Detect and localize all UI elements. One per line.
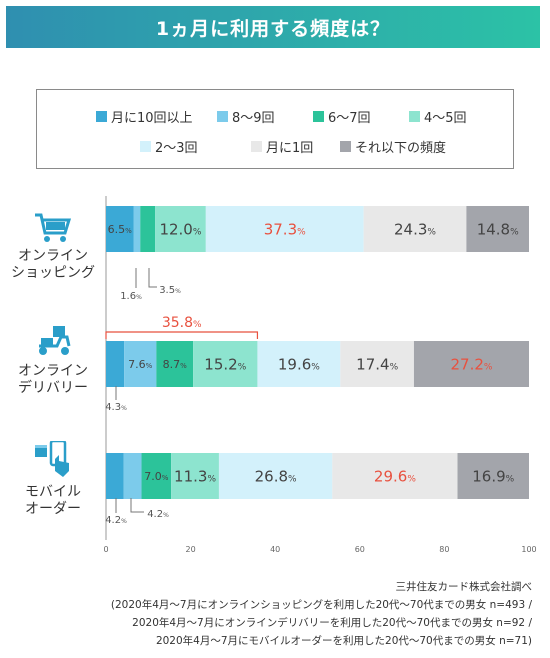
legend-item: 6〜7回	[313, 107, 371, 126]
legend-label: 月に1回	[266, 141, 314, 156]
legend-label: 6〜7回	[328, 111, 371, 126]
legend-swatch	[251, 141, 262, 152]
legend-item: 4〜5回	[409, 107, 467, 126]
legend-swatch	[96, 111, 107, 122]
bar-segment	[457, 453, 529, 499]
leader-line	[148, 268, 157, 288]
bar-segment	[124, 341, 157, 387]
row-label: オンライン ショッピング	[8, 248, 98, 282]
row-label-line: オンライン	[18, 363, 88, 379]
bracket-label: 35.8%	[162, 315, 202, 331]
legend-label: それ以下の頻度	[355, 141, 447, 156]
row-label: オンライン デリバリー	[8, 363, 98, 397]
data-label: 12.0%	[159, 220, 201, 238]
legend-item: 月に10回以上	[96, 107, 193, 126]
legend-item: それ以下の頻度	[340, 137, 446, 156]
legend-swatch	[409, 111, 420, 122]
mobile-order-icon	[33, 439, 73, 483]
bar-segment	[140, 206, 156, 252]
legend-label: 4〜5回	[424, 111, 467, 126]
legend-label: 8〜9回	[232, 111, 275, 126]
bar-segment	[257, 341, 341, 387]
bar-segment	[340, 341, 414, 387]
data-label: 4.2%	[105, 515, 127, 526]
source-line: 三井住友カード株式会社調べ	[395, 581, 533, 593]
data-label: 16.9%	[472, 467, 514, 485]
bar-segment	[155, 206, 206, 252]
data-label: 4.3%	[105, 402, 127, 413]
data-label: 27.2%	[450, 355, 492, 373]
legend-swatch	[140, 141, 151, 152]
legend-swatch	[217, 111, 228, 122]
bar-segment	[171, 453, 219, 499]
chart-title: 1ヵ月に利用する頻度は？	[6, 6, 540, 48]
bar-segment	[218, 453, 333, 499]
data-label: 3.5%	[159, 285, 181, 296]
x-tick-label: 20	[186, 545, 196, 554]
legend-item: 月に1回	[251, 137, 313, 156]
bar-segment	[141, 453, 172, 499]
data-label: 29.6%	[374, 467, 416, 485]
row-label: モバイル オーダー	[8, 484, 98, 518]
data-label: 8.7%	[163, 358, 188, 371]
row-label-line: オーダー	[25, 501, 81, 517]
legend: 月に10回以上 8〜9回 6〜7回 4〜5回 2〜3回 月に1回 それ以下の頻度	[36, 89, 514, 169]
data-label: 37.3%	[264, 220, 306, 238]
data-label: 26.8%	[255, 467, 297, 485]
delivery-scooter-icon	[33, 324, 73, 362]
x-tick-label: 80	[439, 545, 449, 554]
row-label-line: デリバリー	[18, 380, 88, 396]
data-label: 17.4%	[356, 355, 398, 373]
legend-item: 2〜3回	[140, 137, 198, 156]
row-label-line: オンライン	[18, 248, 88, 264]
data-label: 4.2%	[147, 509, 169, 520]
legend-swatch	[313, 111, 324, 122]
bar-segment	[413, 341, 529, 387]
bar-segment	[106, 206, 134, 252]
stacked-bar-chart: 0 20 40 60 80 100 6.5% 4.3% 4.2% 1.6% 7.6% 4.2% 3.5%…	[103, 196, 537, 554]
source-line: 2020年4月〜7月にモバイルオーダーを利用した20代〜70代までの男女 n=7…	[155, 635, 532, 647]
legend-item: 8〜9回	[217, 107, 275, 126]
leader-line	[130, 498, 144, 513]
bar-segment	[332, 453, 458, 499]
source-line: (2020年4月〜7月にオンラインショッピングを利用した20代〜70代までの男女…	[110, 599, 532, 611]
x-tick-label: 0	[103, 545, 108, 554]
data-label: 7.0%	[144, 470, 169, 483]
x-tick-label: 40	[270, 545, 280, 554]
source-line: 2020年4月〜7月にオンラインデリバリーを利用した20代〜70代までの男女 n…	[132, 617, 532, 629]
data-label: 1.6%	[120, 291, 142, 302]
x-tick-label: 60	[355, 545, 365, 554]
shopping-cart-icon	[33, 211, 73, 249]
bar-segment	[106, 453, 124, 499]
row-label-line: ショッピング	[11, 265, 95, 281]
data-label: 15.2%	[204, 355, 246, 373]
data-label: 6.5%	[108, 223, 133, 236]
bar-segment	[466, 206, 529, 252]
source-note: 三井住友カード株式会社調べ (2020年4月〜7月にオンラインショッピングを利用…	[111, 578, 532, 650]
bar-segment	[205, 206, 364, 252]
bracket-line	[105, 331, 259, 339]
data-label: 24.3%	[394, 220, 436, 238]
bar-segment	[156, 341, 194, 387]
data-label: 14.8%	[477, 220, 519, 238]
legend-label: 2〜3回	[155, 141, 198, 156]
data-label: 7.6%	[128, 358, 153, 371]
row-label-line: モバイル	[25, 484, 81, 500]
legend-swatch	[340, 141, 351, 152]
bar-segment	[133, 206, 141, 252]
data-label: 11.3%	[174, 467, 216, 485]
bar-segment	[106, 341, 125, 387]
bar-segment	[193, 341, 258, 387]
bar-segment	[363, 206, 467, 252]
x-tick-label: 100	[521, 545, 536, 554]
legend-label: 月に10回以上	[111, 111, 193, 126]
data-label: 19.6%	[278, 355, 320, 373]
bar-segment	[123, 453, 142, 499]
